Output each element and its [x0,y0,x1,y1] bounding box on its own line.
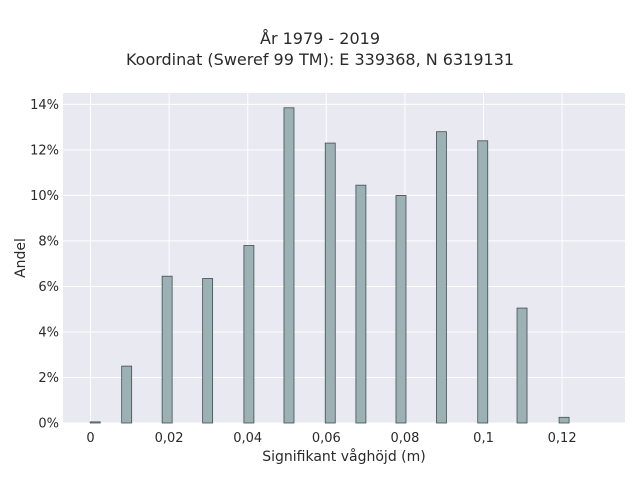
histogram-bar [395,195,407,424]
histogram-bar [516,307,528,424]
histogram-bar [121,365,133,424]
histogram-bar [477,140,489,424]
histogram-bar [355,184,367,424]
histogram-bar [202,278,214,424]
histogram-bar [558,416,570,424]
y-tick-label: 6% [38,280,59,295]
y-tick-label: 8% [38,234,59,249]
chart-title: År 1979 - 2019 [260,29,380,48]
x-tick-label: 0,04 [233,431,262,446]
histogram-bar [243,245,255,424]
y-tick-label: 2% [38,371,59,386]
y-tick-label: 14% [30,98,59,113]
x-tick-label: 0,08 [390,431,419,446]
y-tick-label: 0% [38,417,59,432]
histogram-bar [436,131,447,424]
y-tick-label: 12% [30,143,59,158]
chart-subtitle: Koordinat (Sweref 99 TM): E 339368, N 63… [125,50,515,69]
histogram-bar [324,142,336,424]
y-axis-label: Andel [13,238,29,278]
y-tick-label: 4% [38,325,59,340]
y-tick-label: 10% [30,189,59,204]
x-tick-label: 0,06 [312,431,341,446]
x-tick-label: 0 [86,431,94,446]
plot-area [63,93,625,423]
histogram-bar [283,107,295,424]
x-tick-label: 0,02 [155,431,184,446]
histogram-bar [89,421,101,424]
histogram-bar [161,275,173,424]
x-tick-label: 0,12 [548,431,577,446]
x-tick-label: 0,1 [473,431,494,446]
x-axis-label: Signifikant våghöjd (m) [262,448,425,465]
